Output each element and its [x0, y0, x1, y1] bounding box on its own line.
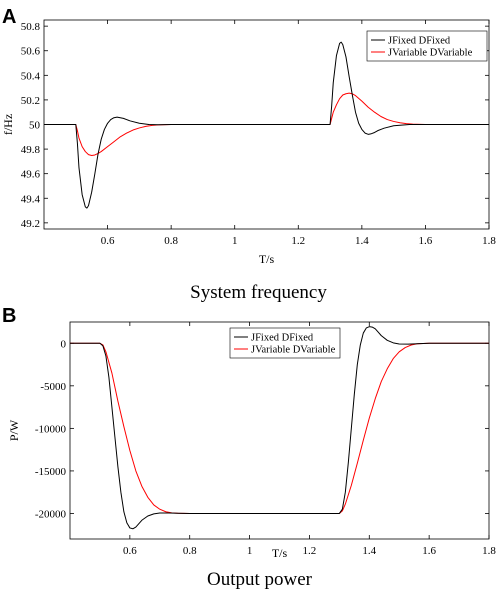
power-series-lines — [70, 326, 489, 530]
x-tick-label: 1.4 — [362, 545, 376, 557]
x-tick-label: 0.8 — [164, 235, 178, 247]
frequency-x-ticks: 0.6 0.8 1 1.2 1.4 1.6 1.8 — [101, 20, 496, 247]
x-tick-label: 1.6 — [422, 545, 436, 557]
y-tick-label: 50.2 — [21, 95, 40, 107]
y-tick-label: 49.2 — [21, 218, 40, 230]
y-tick-label: 50 — [29, 120, 41, 132]
y-tick-label: 49.8 — [21, 144, 41, 156]
y-tick-label: 50.8 — [21, 21, 41, 33]
legend-entry: JFixed DFixed — [251, 333, 314, 344]
power-y-axis-label: P/W — [7, 419, 21, 441]
y-tick-label: -20000 — [35, 508, 67, 520]
power-y-ticks: -20000 -15000 -10000 -5000 0 — [35, 338, 489, 520]
y-tick-label: -15000 — [35, 466, 67, 478]
x-tick-label: 0.6 — [101, 235, 115, 247]
x-tick-label: 0.6 — [123, 545, 137, 557]
y-tick-label: 50.4 — [21, 70, 41, 82]
y-tick-label: 49.6 — [21, 169, 41, 181]
panel-b-label: B — [2, 305, 16, 327]
y-tick-label: -5000 — [40, 381, 66, 393]
legend-entry: JVariable DVariable — [251, 345, 336, 356]
legend-box — [366, 30, 488, 62]
legend-entry: JVariable DVariable — [388, 48, 473, 59]
x-tick-label: 0.8 — [183, 545, 197, 557]
power-plot-frame — [69, 321, 490, 540]
frequency-x-axis-label: T/s — [259, 252, 275, 266]
x-tick-label: 1.2 — [303, 545, 317, 557]
x-tick-label: 1.8 — [482, 235, 496, 247]
frequency-y-axis-label: f/Hz — [1, 114, 15, 135]
y-tick-label: -10000 — [35, 423, 67, 435]
y-tick-label: 49.4 — [21, 193, 41, 205]
x-tick-label: 1.6 — [419, 235, 433, 247]
frequency-series-lines — [44, 41, 489, 209]
power-x-ticks: 0.6 0.8 1 1.2 1.4 1.6 1.8 — [123, 322, 496, 557]
legend-entry: JFixed DFixed — [388, 36, 451, 47]
series-line-2 — [70, 342, 489, 514]
power-chart: -20000 -15000 -10000 -5000 0 0.6 0.8 1 1.2 1.4 1.… — [7, 321, 496, 560]
x-tick-label: 1 — [232, 235, 238, 247]
x-tick-label: 1.2 — [291, 235, 305, 247]
y-tick-label: 0 — [61, 338, 67, 350]
x-tick-label: 1.4 — [355, 235, 369, 247]
series-line-1 — [44, 41, 489, 209]
x-tick-label: 1.8 — [482, 545, 496, 557]
power-caption: Output power — [207, 569, 313, 590]
x-tick-label: 1 — [247, 545, 253, 557]
panel-a-label: A — [2, 6, 16, 28]
frequency-caption: System frequency — [190, 282, 327, 303]
y-tick-label: 50.6 — [21, 46, 41, 58]
legend-box — [229, 327, 341, 359]
power-x-axis-label: T/s — [272, 546, 288, 560]
series-line-1 — [70, 326, 489, 530]
frequency-y-ticks: 49.2 49.4 49.6 49.8 50 50.2 50.4 50.6 50.8 — [21, 21, 489, 230]
